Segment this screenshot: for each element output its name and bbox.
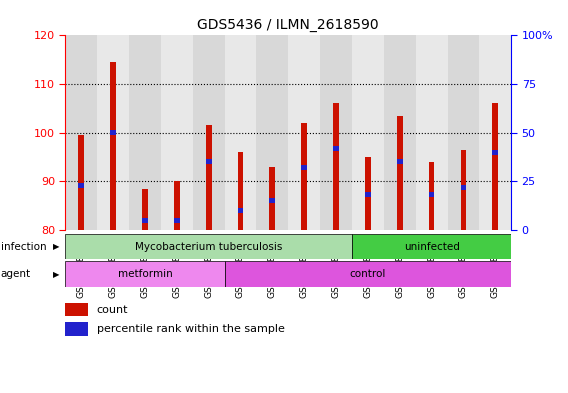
Text: uninfected: uninfected (404, 242, 460, 252)
Bar (78, 135, 84, 230)
Bar (320, 35, 352, 230)
Bar (110, 130, 116, 135)
Bar (269, 198, 275, 203)
Bar (397, 116, 403, 230)
Bar (365, 157, 371, 230)
Bar (174, 218, 179, 222)
Bar (237, 152, 243, 230)
Bar (269, 167, 275, 230)
Bar (206, 160, 211, 164)
Bar (416, 35, 448, 230)
Text: control: control (350, 269, 386, 279)
Bar (129, 35, 161, 230)
Text: agent: agent (1, 269, 31, 279)
Bar (65, 35, 97, 230)
Bar (365, 193, 371, 197)
Text: percentile rank within the sample: percentile rank within the sample (97, 324, 285, 334)
Bar (479, 35, 511, 230)
Bar (256, 35, 288, 230)
Bar (461, 150, 466, 230)
Text: metformin: metformin (118, 269, 172, 279)
Bar (429, 193, 435, 197)
Bar (237, 208, 243, 213)
Text: count: count (97, 305, 128, 315)
Bar (193, 35, 224, 230)
Text: Mycobacterium tuberculosis: Mycobacterium tuberculosis (135, 242, 282, 252)
Bar (288, 35, 320, 230)
Bar (352, 234, 511, 259)
Bar (97, 35, 129, 230)
Bar (301, 123, 307, 230)
Bar (492, 150, 498, 154)
Bar (492, 103, 498, 230)
Text: ▶: ▶ (53, 242, 60, 251)
Bar (206, 125, 211, 230)
Bar (65, 261, 224, 287)
Bar (174, 181, 179, 230)
Bar (448, 35, 479, 230)
Bar (142, 189, 148, 230)
Bar (301, 165, 307, 170)
Bar (352, 35, 384, 230)
Bar (333, 103, 339, 230)
Bar (78, 183, 84, 187)
Text: ▶: ▶ (53, 270, 60, 279)
Bar (142, 218, 148, 222)
Bar (65, 234, 352, 259)
Title: GDS5436 / ILMN_2618590: GDS5436 / ILMN_2618590 (198, 18, 379, 31)
Bar (461, 185, 466, 189)
Bar (224, 261, 511, 287)
Bar (397, 160, 403, 164)
Bar (161, 35, 193, 230)
Bar (65, 322, 88, 336)
Bar (333, 146, 339, 151)
Bar (110, 62, 116, 230)
Bar (65, 303, 88, 316)
Text: infection: infection (1, 242, 46, 252)
Bar (384, 35, 416, 230)
Bar (429, 162, 435, 230)
Bar (224, 35, 256, 230)
